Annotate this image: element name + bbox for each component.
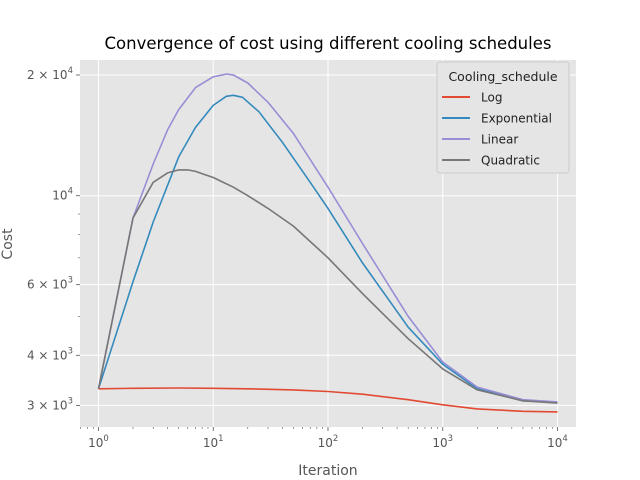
y-tick-label: 3 × 103	[27, 396, 73, 412]
legend: Cooling_schedule Log Exponential Linear Qua…	[436, 61, 570, 174]
series-lines	[97, 73, 558, 413]
legend-items: Log Exponential Linear Quadratic	[442, 91, 552, 168]
series-line-linear	[97, 73, 558, 403]
y-tick-label: 2 × 104	[27, 66, 73, 82]
legend-box	[436, 61, 570, 174]
y-tick-label: 6 × 103	[27, 276, 73, 292]
y-axis-ticks: 3 × 103 4 × 103 6 × 103 104 2 × 104	[27, 66, 80, 412]
x-tick-label: 104	[547, 434, 568, 450]
y-tick-label: 4 × 103	[27, 346, 73, 362]
y-axis-label: Cost	[0, 228, 16, 260]
series-line-exponential	[97, 94, 558, 404]
x-tick-label: 101	[203, 434, 224, 450]
y-tick-label: 104	[52, 187, 73, 203]
legend-label-exponential: Exponential	[481, 112, 552, 126]
x-tick-label: 100	[88, 434, 109, 450]
legend-label-log: Log	[481, 91, 502, 105]
x-tick-label: 102	[318, 434, 339, 450]
x-axis-label: Iteration	[298, 463, 357, 479]
series-line-quadratic	[97, 169, 558, 404]
legend-label-quadratic: Quadratic	[481, 154, 540, 168]
x-tick-label: 103	[432, 434, 453, 450]
chart-title: Convergence of cost using different cool…	[105, 34, 552, 53]
x-axis-ticks: 100 101 102 103 104	[80, 427, 568, 450]
legend-label-linear: Linear	[481, 133, 518, 147]
series-line-log	[98, 387, 558, 413]
legend-title: Cooling_schedule	[448, 69, 557, 84]
